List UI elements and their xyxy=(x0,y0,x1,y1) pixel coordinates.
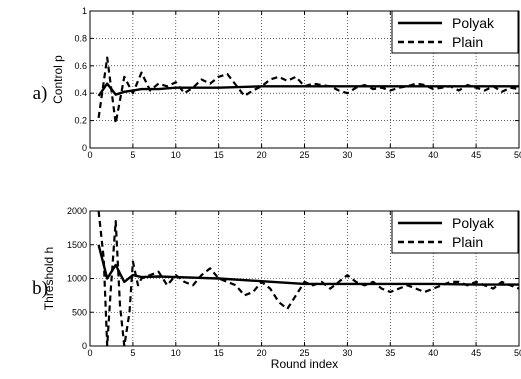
x-tick-label: 45 xyxy=(471,348,481,358)
y-tick-label: 0.6 xyxy=(74,61,87,71)
x-tick-label: 15 xyxy=(214,150,224,160)
chart-panel-1: 0 5 10 15 20 25 30 35 40 45 50 0 0.2 0.4 0.6 0.8 1 Contro… xyxy=(33,6,521,160)
x-tick-label: 5 xyxy=(130,348,135,358)
legend: Polyak Plain xyxy=(391,210,519,254)
x-tick-label: 40 xyxy=(428,150,438,160)
legend: Polyak Plain xyxy=(391,10,519,54)
x-tick-label: 50 xyxy=(514,150,521,160)
legend-box xyxy=(391,210,519,254)
panel-label: a) xyxy=(33,83,48,104)
x-tick-label: 10 xyxy=(171,348,181,358)
y-tick-label: 0.8 xyxy=(74,33,87,43)
x-tick-label: 0 xyxy=(87,150,92,160)
y-tick-label: 1500 xyxy=(67,240,87,250)
x-axis-label: Round index xyxy=(271,357,338,371)
x-tick-label: 30 xyxy=(342,348,352,358)
series-line-plain xyxy=(97,211,519,346)
y-tick-label: 0 xyxy=(82,341,87,351)
y-tick-label: 500 xyxy=(72,307,87,317)
y-tick-label: 0 xyxy=(82,143,87,153)
y-tick-label: 1000 xyxy=(67,274,87,284)
x-tick-label: 0 xyxy=(87,348,92,358)
x-tick-label: 5 xyxy=(130,150,135,160)
legend-label-plain: Plain xyxy=(452,34,483,50)
y-tick-label: 0.4 xyxy=(74,88,87,98)
x-tick-label: 25 xyxy=(299,348,309,358)
series-group xyxy=(97,56,519,125)
x-tick-label: 30 xyxy=(342,150,352,160)
x-tick-label: 45 xyxy=(471,150,481,160)
series-line-polyak xyxy=(97,82,519,97)
x-tick-label: 10 xyxy=(171,150,181,160)
y-axis-label: Threshold h xyxy=(42,247,56,310)
x-tick-label: 40 xyxy=(428,348,438,358)
series-line-polyak xyxy=(97,244,519,286)
chart-panel-2: 051015202530354045500500100015002000Thre… xyxy=(32,206,521,371)
x-tick-label: 20 xyxy=(257,348,267,358)
y-axis-label: Control p xyxy=(51,55,65,104)
x-tick-label: 25 xyxy=(299,150,309,160)
y-tick-label: 0.2 xyxy=(74,116,87,126)
legend-label-polyak: Polyak xyxy=(452,15,495,31)
series-line-plain xyxy=(97,56,519,125)
x-tick-label: 20 xyxy=(257,150,267,160)
y-tick-label: 1 xyxy=(82,6,87,16)
panel-label: b) xyxy=(32,278,48,299)
y-tick-label: 2000 xyxy=(67,206,87,216)
x-tick-label: 15 xyxy=(214,348,224,358)
x-tick-label: 35 xyxy=(385,348,395,358)
x-tick-label: 50 xyxy=(514,348,521,358)
x-tick-label: 35 xyxy=(385,150,395,160)
legend-label-polyak: Polyak xyxy=(452,215,495,231)
legend-label-plain: Plain xyxy=(452,234,483,250)
legend-box xyxy=(391,10,519,54)
series-group xyxy=(97,211,519,346)
